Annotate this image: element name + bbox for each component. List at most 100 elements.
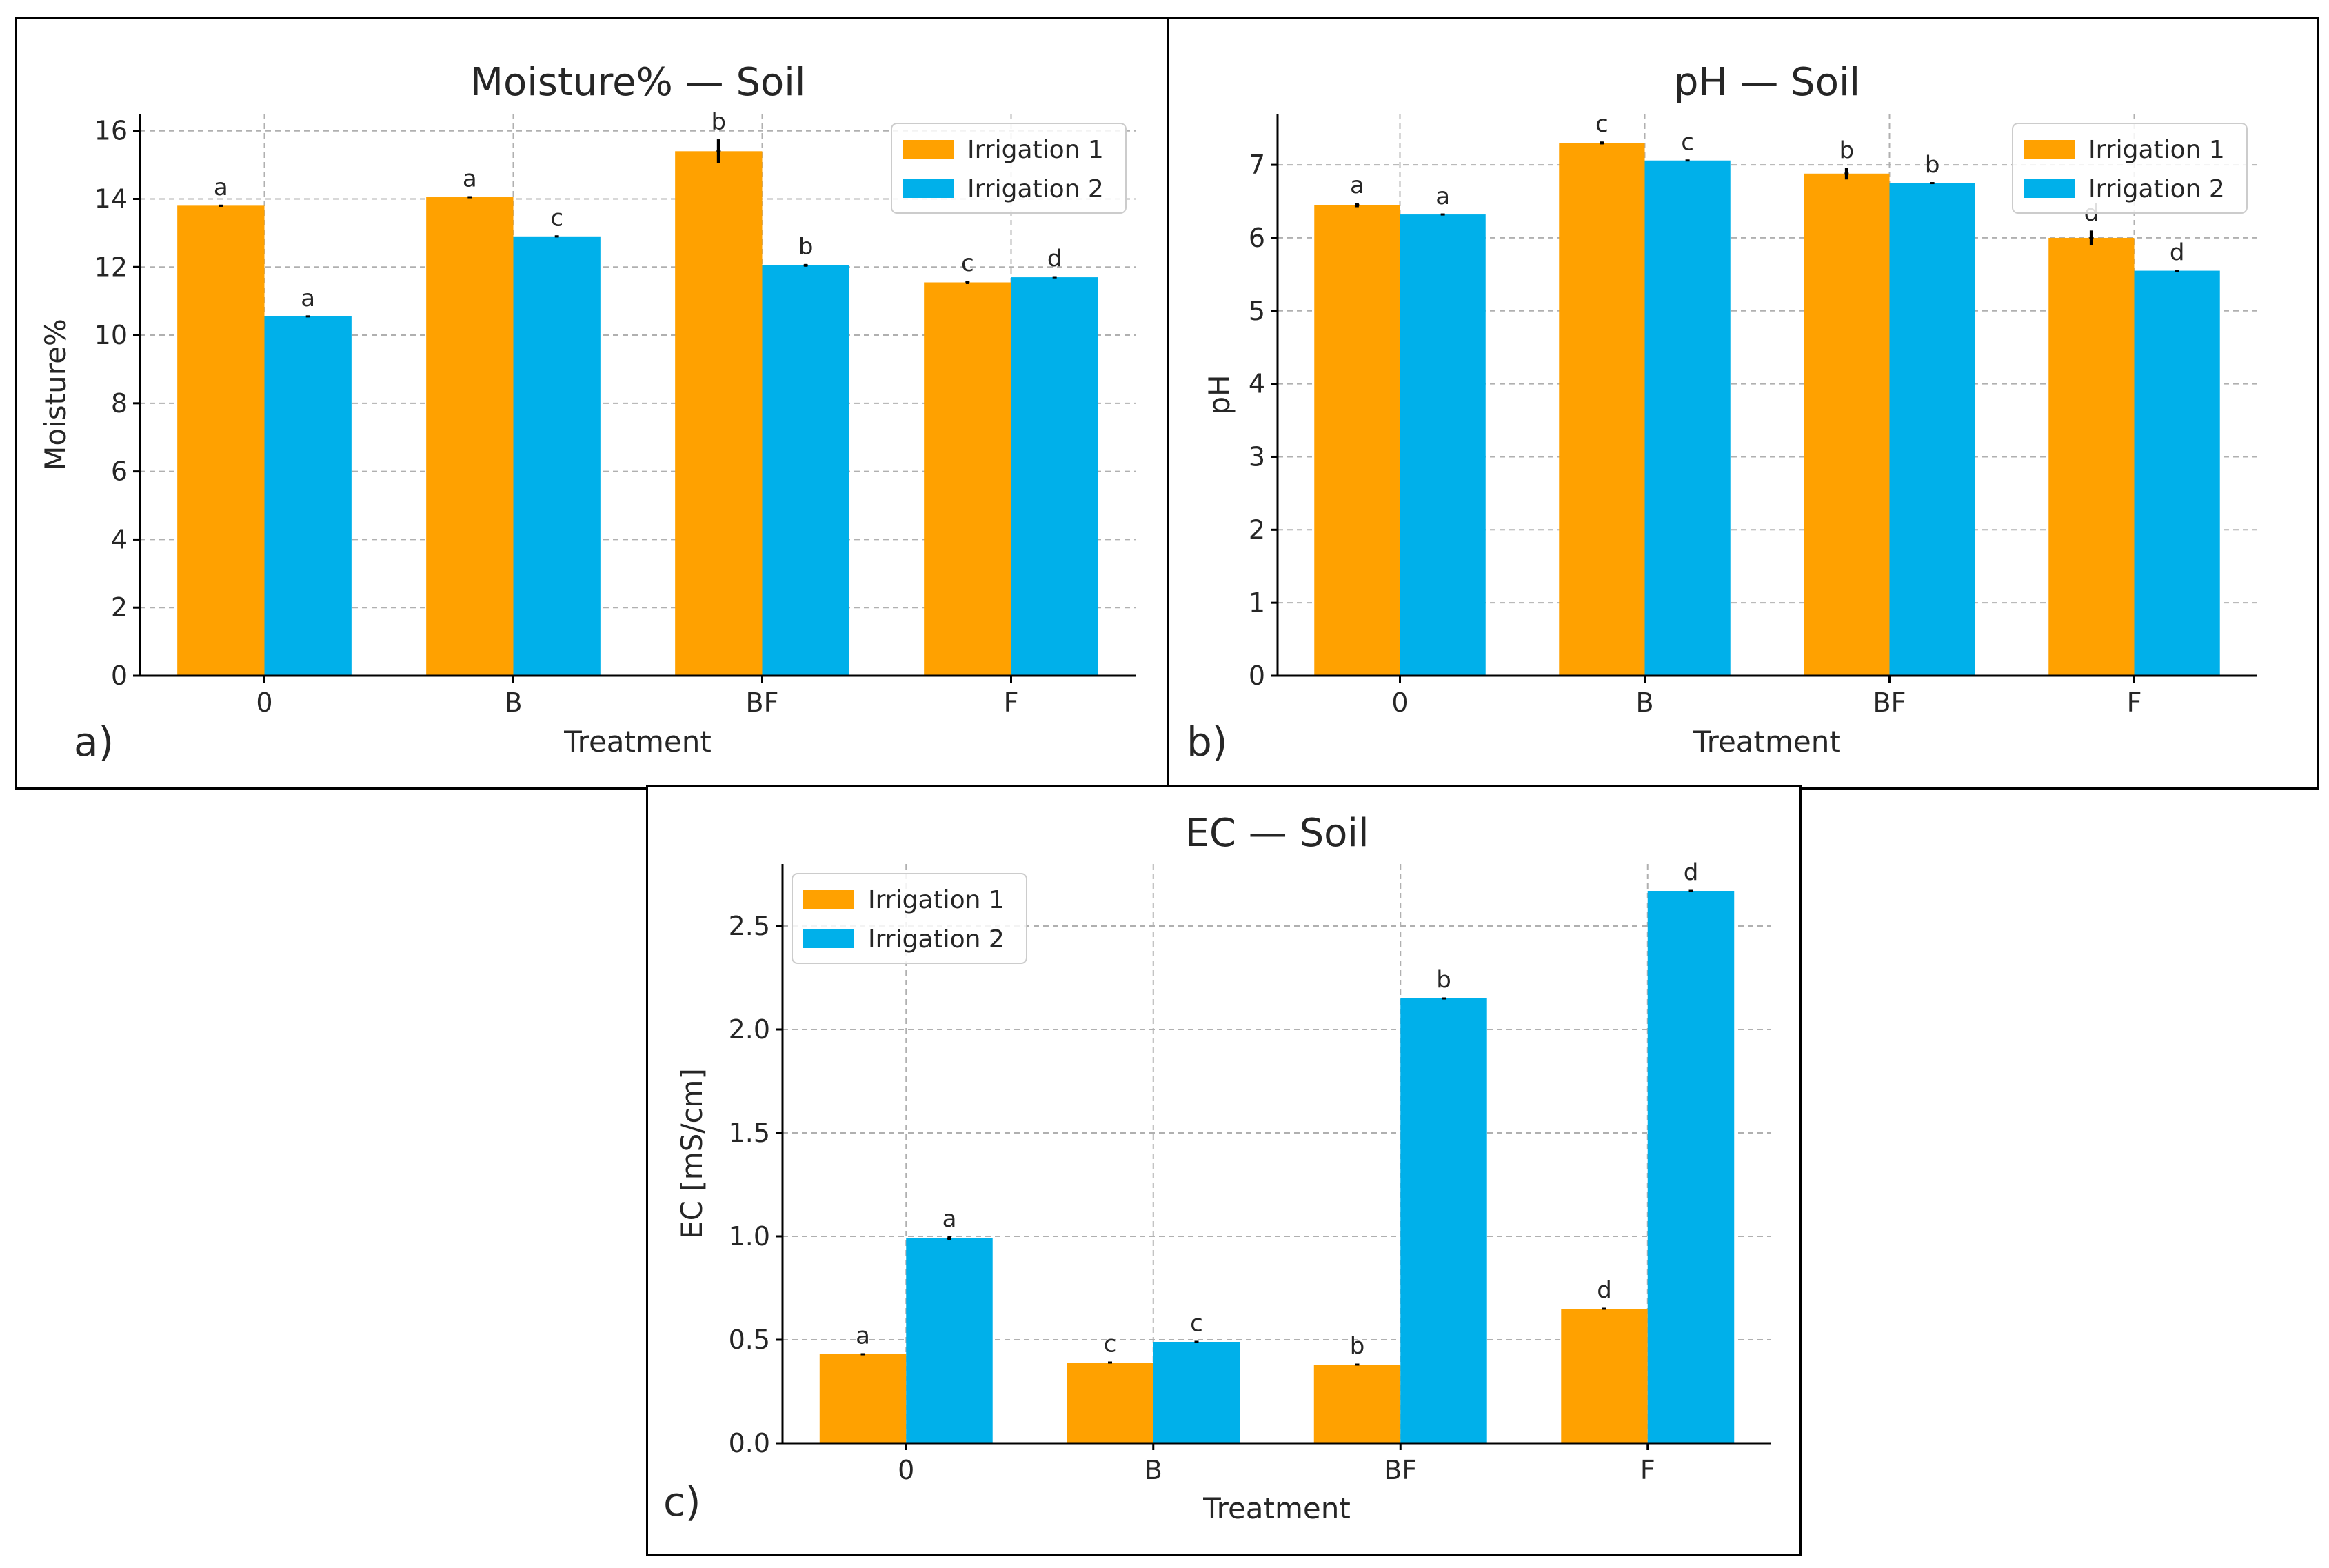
significance-letter: c (1190, 1310, 1203, 1338)
y-tick-label: 5 (1249, 296, 1265, 326)
y-tick-label: 0.0 (729, 1428, 770, 1458)
chart-title: Moisture% — Soil (470, 60, 806, 105)
chart-title: EC — Soil (1184, 811, 1369, 856)
significance-letter: c (1681, 129, 1694, 157)
y-tick-label: 10 (94, 320, 128, 350)
significance-letter: d (1684, 859, 1699, 887)
bar-BF-irrigation2 (1889, 183, 1975, 676)
significance-letter: a (942, 1205, 957, 1233)
bar-F-irrigation1 (1561, 1309, 1648, 1443)
significance-letter: c (1595, 110, 1609, 138)
y-tick-label: 7 (1249, 150, 1265, 180)
y-axis-label: EC [mS/cm] (675, 1068, 709, 1239)
significance-letter: c (550, 204, 563, 232)
panel-label: b) (1187, 718, 1227, 765)
bar-F-irrigation1 (2048, 237, 2135, 676)
bar-F-irrigation1 (924, 282, 1011, 676)
significance-letter: a (1350, 172, 1364, 199)
significance-letter: d (1047, 245, 1062, 273)
bar-B-irrigation2 (1153, 1342, 1240, 1443)
y-tick-label: 3 (1249, 441, 1265, 472)
legend-label: Irrigation 2 (868, 925, 1005, 954)
bar-BF-irrigation2 (1400, 998, 1487, 1443)
y-tick-label: 4 (1249, 369, 1265, 399)
significance-letter: a (301, 285, 315, 312)
y-tick-label: 6 (111, 456, 128, 487)
x-tick-label: F (1640, 1455, 1655, 1485)
x-tick-label: B (504, 687, 522, 718)
bar-0-irrigation1 (819, 1354, 907, 1443)
significance-letter: b (1350, 1333, 1365, 1360)
bar-F-irrigation2 (1011, 277, 1098, 676)
y-tick-label: 0.5 (729, 1325, 770, 1355)
bar-0-irrigation1 (1314, 205, 1400, 676)
legend-swatch-irrigation1 (803, 890, 854, 909)
bar-F-irrigation2 (1647, 891, 1735, 1443)
ec-chart: a c b d a c b d 0.0 0.5 1.0 1.5 2.0 2.5 0 B BF F EC — Soil… (663, 811, 1771, 1525)
bar-B-irrigation1 (1067, 1363, 1153, 1443)
legend-swatch-irrigation1 (2024, 140, 2075, 159)
bar-BF-irrigation1 (675, 151, 763, 676)
bar-0-irrigation2 (906, 1238, 993, 1443)
legend-label: Irrigation 2 (2088, 175, 2225, 203)
y-tick-label: 2.5 (729, 911, 770, 941)
x-tick-label: BF (1384, 1455, 1417, 1485)
chart-panel-moisture: a a b c a c b d 0 2 4 6 8 10 12 14 16 0 B BF F Moisture% — So… (15, 17, 1169, 790)
panel-label: c) (663, 1478, 701, 1525)
y-tick-label: 1 (1249, 587, 1265, 618)
x-tick-label: 0 (256, 687, 272, 718)
y-tick-label: 6 (1249, 223, 1265, 253)
y-tick-label: 0 (111, 661, 128, 691)
x-axis-label: Treatment (1202, 1491, 1351, 1525)
significance-letter: a (214, 174, 228, 201)
bar-BF-irrigation1 (1313, 1365, 1401, 1443)
y-tick-label: 16 (94, 116, 128, 146)
chart-panel-ec: a c b d a c b d 0.0 0.5 1.0 1.5 2.0 2.5 0 B BF F EC — Soil… (646, 785, 1802, 1556)
bar-BF-irrigation2 (762, 265, 849, 676)
legend: Irrigation 1 Irrigation 2 (891, 123, 1127, 214)
significance-letter: d (2170, 239, 2185, 267)
legend: Irrigation 1 Irrigation 2 (2012, 123, 2248, 214)
significance-letter: d (1597, 1277, 1612, 1305)
significance-letter: c (961, 250, 974, 277)
x-tick-label: BF (1873, 687, 1906, 718)
bar-B-irrigation1 (1559, 143, 1645, 676)
bar-B-irrigation2 (513, 236, 601, 676)
significance-letter: b (1925, 151, 1940, 179)
x-tick-label: BF (746, 687, 779, 718)
y-tick-label: 12 (94, 252, 128, 282)
y-tick-label: 0 (1249, 661, 1265, 691)
x-tick-label: 0 (898, 1455, 914, 1485)
y-tick-label: 8 (111, 388, 128, 419)
significance-letter: b (1436, 967, 1451, 994)
bar-0-irrigation2 (264, 316, 352, 676)
bar-0-irrigation1 (177, 205, 265, 676)
y-tick-label: 1.5 (729, 1118, 770, 1148)
legend-swatch-irrigation2 (903, 179, 954, 198)
y-tick-label: 2 (111, 592, 128, 623)
bar-BF-irrigation1 (1804, 173, 1890, 676)
legend-label: Irrigation 1 (2088, 136, 2225, 164)
y-tick-label: 2.0 (729, 1014, 770, 1045)
significance-letter: b (1839, 137, 1855, 164)
legend-label: Irrigation 1 (967, 136, 1104, 164)
x-tick-label: F (1004, 687, 1019, 718)
legend-label: Irrigation 1 (868, 886, 1005, 914)
significance-letter: a (856, 1323, 870, 1350)
y-tick-label: 4 (111, 524, 128, 554)
legend: Irrigation 1 Irrigation 2 (792, 873, 1027, 964)
significance-letter: a (1435, 183, 1450, 210)
y-tick-label: 2 (1249, 514, 1265, 545)
legend-label: Irrigation 2 (967, 175, 1104, 203)
legend-swatch-irrigation2 (2024, 179, 2075, 198)
y-axis-label: pH (1202, 374, 1236, 414)
x-tick-label: F (2127, 687, 2142, 718)
chart-title: pH — Soil (1674, 60, 1860, 105)
significance-letter: c (1104, 1331, 1117, 1358)
bar-0-irrigation2 (1400, 214, 1486, 676)
bar-B-irrigation2 (1644, 160, 1731, 676)
legend-swatch-irrigation2 (803, 929, 854, 948)
x-axis-label: Treatment (1693, 725, 1841, 758)
bar-B-irrigation1 (426, 197, 514, 676)
x-axis-label: Treatment (563, 725, 712, 758)
